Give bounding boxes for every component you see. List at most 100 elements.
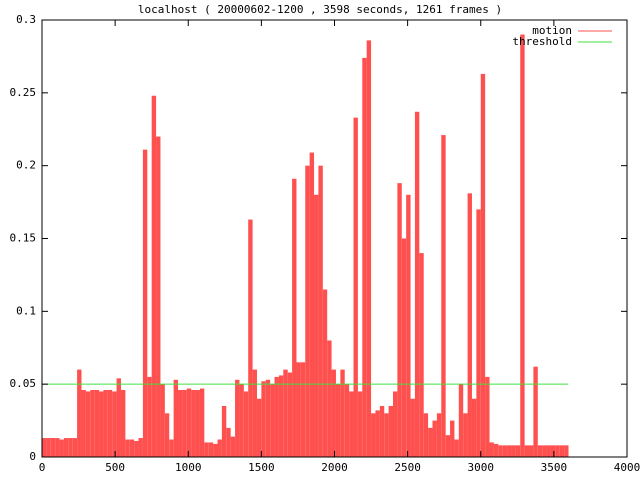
motion-bar bbox=[511, 445, 516, 457]
motion-bar bbox=[318, 165, 323, 457]
motion-bar bbox=[208, 442, 214, 457]
motion-bar bbox=[81, 389, 86, 457]
motion-bar bbox=[529, 445, 534, 457]
motion-bar bbox=[471, 398, 477, 457]
motion-bar bbox=[309, 152, 315, 457]
motion-bar bbox=[125, 439, 130, 457]
motion-bar bbox=[243, 391, 249, 457]
motion-bar bbox=[85, 391, 91, 457]
motion-bar bbox=[489, 442, 494, 457]
motion-bar bbox=[414, 111, 420, 458]
motion-bar bbox=[46, 438, 51, 457]
motion-bar bbox=[239, 384, 244, 457]
motion-bar bbox=[160, 384, 165, 457]
motion-bar bbox=[520, 34, 525, 458]
motion-bar bbox=[248, 219, 253, 457]
motion-bar bbox=[371, 413, 376, 457]
chart-title: localhost ( 20000602-1200 , 3598 seconds… bbox=[138, 3, 502, 16]
x-tick-label: 3000 bbox=[468, 461, 495, 474]
motion-bar bbox=[300, 362, 306, 457]
motion-bar bbox=[463, 413, 468, 457]
motion-bar bbox=[99, 391, 104, 457]
motion-bar bbox=[50, 438, 56, 457]
x-tick-label: 0 bbox=[39, 461, 46, 474]
motion-bar bbox=[524, 445, 530, 457]
motion-bar bbox=[436, 413, 442, 457]
motion-bar bbox=[195, 389, 200, 457]
motion-bar bbox=[191, 389, 196, 457]
motion-bar bbox=[230, 436, 236, 457]
motion-bar bbox=[349, 391, 354, 457]
motion-bar bbox=[493, 443, 499, 457]
motion-bar bbox=[156, 136, 161, 458]
motion-bar bbox=[94, 389, 100, 457]
motion-bar bbox=[204, 442, 209, 457]
motion-bar bbox=[186, 388, 192, 457]
motion-bar bbox=[542, 445, 547, 457]
y-tick-label: 0.05 bbox=[10, 377, 37, 390]
motion-bar bbox=[388, 406, 393, 457]
motion-bar bbox=[366, 40, 372, 457]
motion-bar bbox=[533, 366, 538, 457]
motion-bar bbox=[221, 406, 227, 457]
x-tick-label: 4000 bbox=[614, 461, 640, 474]
motion-bar bbox=[480, 73, 486, 457]
motion-bar bbox=[256, 398, 262, 457]
motion-bar bbox=[550, 445, 556, 457]
motion-bar bbox=[423, 413, 429, 457]
motion-bar bbox=[199, 388, 205, 457]
motion-bar bbox=[419, 253, 424, 457]
motion-bar bbox=[68, 438, 73, 457]
motion-bar bbox=[270, 384, 275, 457]
motion-bar bbox=[331, 369, 336, 457]
y-tick-label: 0.3 bbox=[16, 13, 36, 26]
motion-bar bbox=[283, 369, 288, 457]
motion-bar bbox=[63, 438, 69, 457]
motion-bar bbox=[357, 391, 363, 457]
motion-bar bbox=[42, 438, 47, 457]
legend-label: motion bbox=[532, 24, 572, 37]
motion-bar bbox=[454, 439, 459, 457]
motion-bar bbox=[90, 389, 95, 457]
y-tick-label: 0.15 bbox=[10, 232, 37, 245]
motion-bar bbox=[344, 384, 350, 457]
motion-bar bbox=[59, 439, 64, 457]
motion-bar bbox=[252, 369, 257, 457]
motion-bar bbox=[537, 445, 543, 457]
x-tick-label: 2500 bbox=[394, 461, 421, 474]
x-tick-label: 3500 bbox=[541, 461, 568, 474]
motion-bar bbox=[353, 117, 358, 457]
motion-bar bbox=[375, 410, 380, 457]
motion-bar bbox=[112, 391, 117, 457]
motion-bar bbox=[296, 362, 301, 457]
y-tick-label: 0 bbox=[29, 450, 36, 463]
motion-bar bbox=[507, 445, 512, 457]
motion-bar bbox=[182, 389, 187, 457]
motion-bar bbox=[292, 178, 297, 457]
motion-bar bbox=[362, 57, 367, 458]
motion-bar bbox=[410, 398, 415, 457]
motion-bar bbox=[458, 384, 464, 457]
motion-bar bbox=[322, 289, 328, 457]
motion-bar bbox=[103, 389, 108, 457]
motion-bar bbox=[555, 445, 560, 457]
motion-bar bbox=[502, 445, 508, 457]
motion-bar bbox=[432, 420, 437, 457]
motion-bar bbox=[379, 406, 385, 457]
motion-bar bbox=[278, 375, 284, 457]
y-tick-label: 0.1 bbox=[16, 304, 36, 317]
motion-bar bbox=[546, 445, 551, 457]
motion-bar bbox=[450, 420, 455, 457]
motion-bar bbox=[116, 378, 121, 457]
motion-bar bbox=[72, 438, 78, 457]
motion-bar bbox=[142, 149, 148, 458]
motion-bar bbox=[77, 369, 82, 457]
motion-bar bbox=[515, 445, 521, 457]
x-tick-label: 1000 bbox=[175, 461, 202, 474]
x-tick-label: 2000 bbox=[321, 461, 348, 474]
motion-bar bbox=[213, 443, 218, 457]
motion-bar bbox=[393, 391, 398, 457]
motion-bar bbox=[138, 438, 143, 457]
